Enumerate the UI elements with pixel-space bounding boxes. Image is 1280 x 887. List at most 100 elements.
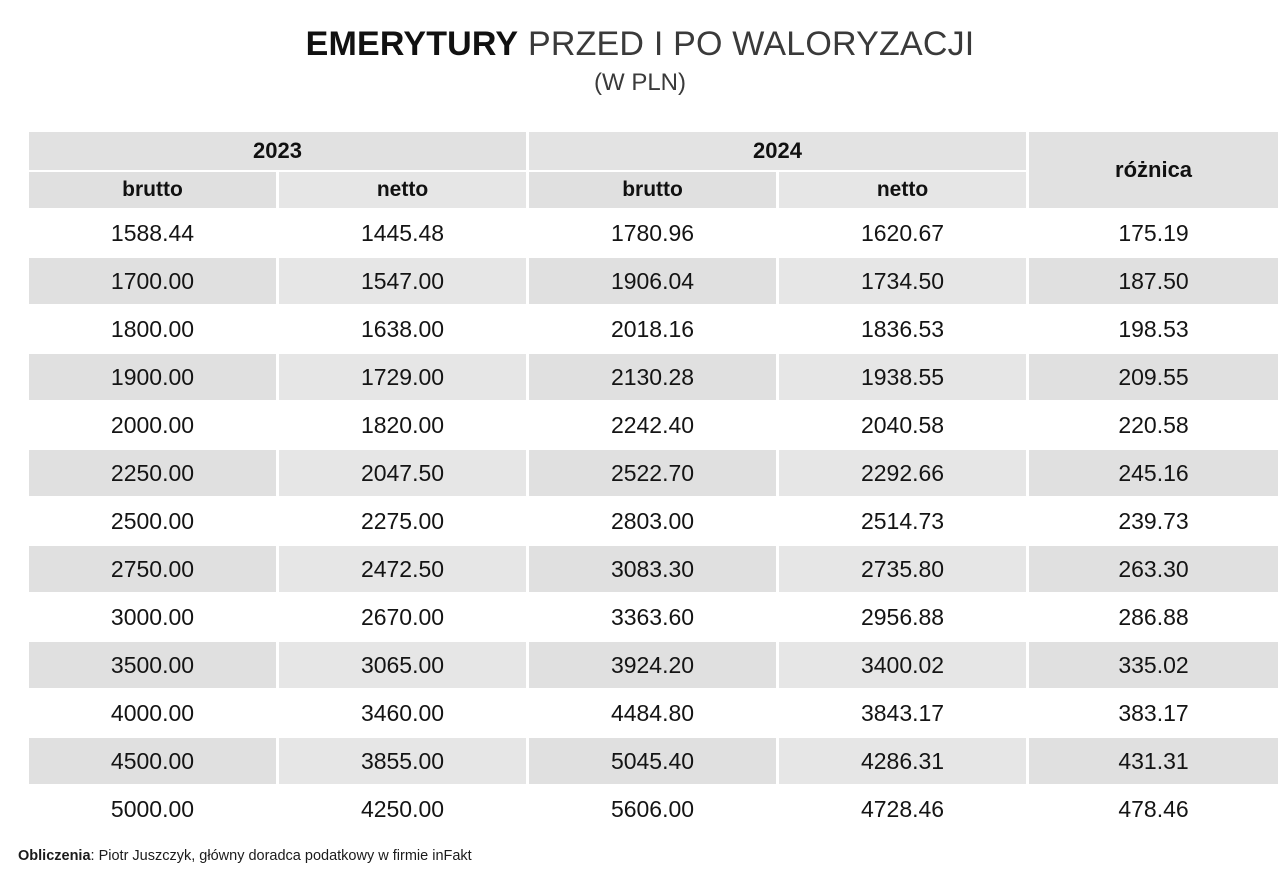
cell-2023-netto: 2670.00 xyxy=(279,594,527,640)
cell-roznica: 209.55 xyxy=(1029,354,1279,400)
cell-2024-brutto: 3363.60 xyxy=(529,594,777,640)
table-row: 3000.00 2670.00 3363.60 2956.88 286.88 xyxy=(29,594,1279,640)
table-row: 3500.00 3065.00 3924.20 3400.02 335.02 xyxy=(29,642,1279,688)
cell-roznica: 383.17 xyxy=(1029,690,1279,736)
cell-2024-brutto: 3083.30 xyxy=(529,546,777,592)
cell-2023-netto: 1729.00 xyxy=(279,354,527,400)
page-title: EMERYTURY PRZED I PO WALORYZACJI xyxy=(0,22,1280,66)
table-row: 1800.00 1638.00 2018.16 1836.53 198.53 xyxy=(29,306,1279,352)
cell-2023-netto: 4250.00 xyxy=(279,786,527,832)
page-subtitle: (W PLN) xyxy=(594,69,686,96)
cell-2023-brutto: 2750.00 xyxy=(29,546,276,592)
table-row: 2250.00 2047.50 2522.70 2292.66 245.16 xyxy=(29,450,1279,496)
cell-roznica: 431.31 xyxy=(1029,738,1279,784)
pension-table-container: 2023 2024 różnica brutto netto brutto ne… xyxy=(26,130,1279,834)
cell-2023-brutto: 2250.00 xyxy=(29,450,276,496)
cell-2024-brutto: 2242.40 xyxy=(529,402,777,448)
cell-2023-brutto: 1800.00 xyxy=(29,306,276,352)
table-row: 4500.00 3855.00 5045.40 4286.31 431.31 xyxy=(29,738,1279,784)
cell-2023-brutto: 4000.00 xyxy=(29,690,276,736)
cell-2024-netto: 2292.66 xyxy=(779,450,1027,496)
table-row: 1700.00 1547.00 1906.04 1734.50 187.50 xyxy=(29,258,1279,304)
cell-2023-netto: 1547.00 xyxy=(279,258,527,304)
source-note-label: Obliczenia xyxy=(18,848,91,864)
cell-2023-brutto: 4500.00 xyxy=(29,738,276,784)
cell-2023-netto: 1820.00 xyxy=(279,402,527,448)
cell-2023-brutto: 3000.00 xyxy=(29,594,276,640)
cell-roznica: 187.50 xyxy=(1029,258,1279,304)
pension-table: 2023 2024 różnica brutto netto brutto ne… xyxy=(26,130,1280,834)
cell-2023-netto: 1445.48 xyxy=(279,210,527,256)
column-header-roznica: różnica xyxy=(1029,132,1279,208)
cell-2023-netto: 3855.00 xyxy=(279,738,527,784)
cell-2023-brutto: 2500.00 xyxy=(29,498,276,544)
cell-2024-netto: 1620.67 xyxy=(779,210,1027,256)
cell-2023-netto: 3065.00 xyxy=(279,642,527,688)
cell-2023-netto: 3460.00 xyxy=(279,690,527,736)
cell-2023-netto: 2275.00 xyxy=(279,498,527,544)
table-row: 2750.00 2472.50 3083.30 2735.80 263.30 xyxy=(29,546,1279,592)
cell-2023-brutto: 1588.44 xyxy=(29,210,276,256)
table-group-header-row: 2023 2024 różnica xyxy=(29,132,1279,208)
cell-2023-brutto: 3500.00 xyxy=(29,642,276,688)
table-row: 1900.00 1729.00 2130.28 1938.55 209.55 xyxy=(29,354,1279,400)
column-header-2024-netto: netto xyxy=(779,172,1027,208)
cell-2023-netto: 1638.00 xyxy=(279,306,527,352)
cell-2023-brutto: 1700.00 xyxy=(29,258,276,304)
cell-2024-netto: 1938.55 xyxy=(779,354,1027,400)
cell-roznica: 245.16 xyxy=(1029,450,1279,496)
cell-2024-brutto: 1906.04 xyxy=(529,258,777,304)
source-note-separator: : xyxy=(90,848,99,864)
cell-2024-brutto: 2803.00 xyxy=(529,498,777,544)
cell-2024-brutto: 5045.40 xyxy=(529,738,777,784)
cell-roznica: 220.58 xyxy=(1029,402,1279,448)
cell-2024-brutto: 1780.96 xyxy=(529,210,777,256)
cell-2024-brutto: 2522.70 xyxy=(529,450,777,496)
cell-2024-netto: 1836.53 xyxy=(779,306,1027,352)
cell-2024-netto: 2956.88 xyxy=(779,594,1027,640)
cell-2023-netto: 2472.50 xyxy=(279,546,527,592)
cell-2024-netto: 2514.73 xyxy=(779,498,1027,544)
cell-roznica: 175.19 xyxy=(1029,210,1279,256)
column-header-2024-brutto: brutto xyxy=(529,172,777,208)
page-title-rest: PRZED I PO WALORYZACJI xyxy=(518,25,975,63)
cell-2024-brutto: 2018.16 xyxy=(529,306,777,352)
cell-roznica: 478.46 xyxy=(1029,786,1279,832)
source-note-text: Piotr Juszczyk, główny doradca podatkowy… xyxy=(98,848,472,864)
column-header-2023-brutto: brutto xyxy=(29,172,276,208)
cell-2024-netto: 3400.02 xyxy=(779,642,1027,688)
table-row: 5000.00 4250.00 5606.00 4728.46 478.46 xyxy=(29,786,1279,832)
page-title-emphasis: EMERYTURY xyxy=(305,25,519,63)
cell-roznica: 263.30 xyxy=(1029,546,1279,592)
cell-roznica: 335.02 xyxy=(1029,642,1279,688)
table-row: 2000.00 1820.00 2242.40 2040.58 220.58 xyxy=(29,402,1279,448)
cell-2023-brutto: 2000.00 xyxy=(29,402,276,448)
group-header-2024: 2024 xyxy=(529,132,1027,170)
cell-roznica: 198.53 xyxy=(1029,306,1279,352)
cell-roznica: 286.88 xyxy=(1029,594,1279,640)
cell-2024-netto: 2040.58 xyxy=(779,402,1027,448)
table-row: 1588.44 1445.48 1780.96 1620.67 175.19 xyxy=(29,210,1279,256)
cell-2024-brutto: 5606.00 xyxy=(529,786,777,832)
cell-2023-netto: 2047.50 xyxy=(279,450,527,496)
cell-2024-netto: 3843.17 xyxy=(779,690,1027,736)
source-note: Obliczenia: Piotr Juszczyk, główny dorad… xyxy=(18,846,472,866)
table-row: 2500.00 2275.00 2803.00 2514.73 239.73 xyxy=(29,498,1279,544)
cell-roznica: 239.73 xyxy=(1029,498,1279,544)
table-row: 4000.00 3460.00 4484.80 3843.17 383.17 xyxy=(29,690,1279,736)
table-head: 2023 2024 różnica brutto netto brutto ne… xyxy=(29,132,1279,208)
table-body: 1588.44 1445.48 1780.96 1620.67 175.19 1700.0… xyxy=(29,210,1279,832)
cell-2024-netto: 2735.80 xyxy=(779,546,1027,592)
table-subheader-row: brutto netto brutto netto xyxy=(29,172,1278,208)
column-header-2023-netto: netto xyxy=(279,172,527,208)
cell-2023-brutto: 1900.00 xyxy=(29,354,276,400)
cell-2024-netto: 4286.31 xyxy=(779,738,1027,784)
cell-2024-brutto: 4484.80 xyxy=(529,690,777,736)
group-header-2023: 2023 xyxy=(29,132,527,170)
cell-2024-brutto: 2130.28 xyxy=(529,354,777,400)
page-header: EMERYTURY PRZED I PO WALORYZACJI (W PLN) xyxy=(0,0,1280,98)
cell-2024-netto: 1734.50 xyxy=(779,258,1027,304)
cell-2024-brutto: 3924.20 xyxy=(529,642,777,688)
cell-2023-brutto: 5000.00 xyxy=(29,786,276,832)
